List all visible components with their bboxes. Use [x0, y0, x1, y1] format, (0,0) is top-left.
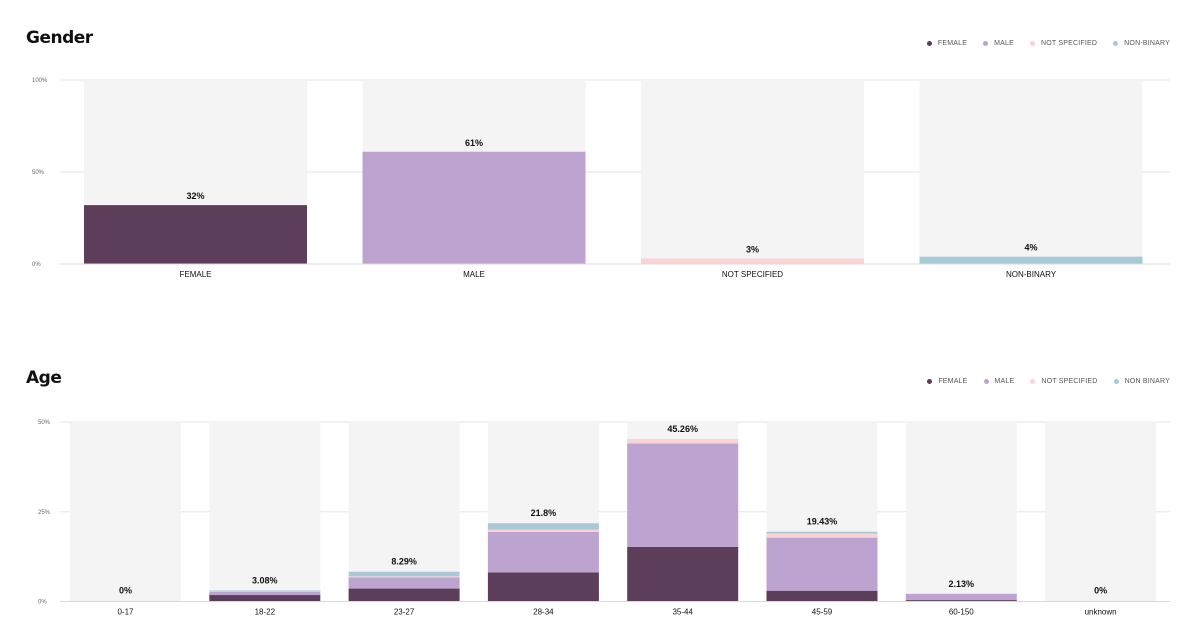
gender-chart: 0% 50% 100% 32% FEMALE 61% MALE 3% NOT SPECIFIED…	[0, 70, 1200, 290]
bar-non-binary	[920, 257, 1143, 264]
bar-segment-not-specified-23-27	[349, 576, 460, 577]
bar-segment-female-28-34	[488, 572, 599, 601]
y-tick-label: 100%	[32, 78, 48, 84]
legend-label: NOT SPECIFIED	[1041, 40, 1097, 47]
category-label: 35-44	[672, 608, 693, 617]
bar-track	[920, 80, 1143, 264]
category-label: FEMALE	[179, 270, 211, 279]
bar-segment-not-specified-28-34	[488, 530, 599, 532]
bar-track	[641, 80, 864, 264]
bar-segment-female-35-44	[627, 547, 738, 602]
legend-item-male: MALE	[983, 40, 1014, 47]
bar-segment-male-23-27	[349, 577, 460, 588]
legend-swatch	[1113, 41, 1118, 46]
legend-label: MALE	[994, 40, 1014, 47]
bar-segment-female-18-22	[209, 595, 320, 601]
legend-label: FEMALE	[938, 40, 967, 47]
bar-segment-non-binary-23-27	[349, 572, 460, 577]
category-label: MALE	[463, 270, 485, 279]
y-tick-label: 50%	[38, 420, 51, 426]
gender-title: Gender	[26, 28, 93, 48]
category-label: 0-17	[117, 608, 134, 617]
bar-segment-female-23-27	[349, 589, 460, 602]
total-label: 3.08%	[252, 575, 278, 585]
legend-label: NON BINARY	[1125, 378, 1170, 385]
bar-segment-not-specified-45-59	[767, 534, 878, 538]
y-tick-label: 0%	[38, 600, 47, 606]
legend-label: NOT SPECIFIED	[1041, 378, 1097, 385]
legend-label: MALE	[995, 378, 1015, 385]
total-label: 8.29%	[391, 557, 417, 567]
category-label: unknown	[1085, 608, 1117, 617]
category-label: 18-22	[255, 608, 276, 617]
legend-swatch	[984, 379, 989, 384]
total-label: 19.43%	[807, 517, 838, 527]
category-label: 28-34	[533, 608, 554, 617]
y-tick-label: 50%	[32, 170, 45, 176]
legend-item-female: FEMALE	[927, 378, 967, 385]
legend-swatch	[927, 379, 932, 384]
legend-item-non-binary: NON BINARY	[1114, 378, 1170, 385]
bar-track	[906, 422, 1017, 602]
bar-segment-male-35-44	[627, 444, 738, 547]
bar-male	[363, 152, 586, 264]
y-tick-label: 0%	[32, 262, 41, 268]
age-legend: FEMALE MALE NOT SPECIFIED NON BINARY	[927, 378, 1170, 385]
legend-swatch	[1030, 41, 1035, 46]
bar-track	[70, 422, 181, 602]
legend-label: FEMALE	[938, 378, 967, 385]
bar-segment-non-binary-45-59	[767, 532, 878, 534]
category-label: 45-59	[812, 608, 833, 617]
bar-segment-male-60-150	[906, 594, 1017, 600]
value-label: 61%	[465, 138, 483, 148]
legend-swatch	[927, 41, 932, 46]
legend-swatch	[983, 41, 988, 46]
bar-track	[1045, 422, 1156, 602]
legend-swatch	[1114, 379, 1119, 384]
category-label: 23-27	[394, 608, 415, 617]
bar-segment-non-binary-28-34	[488, 523, 599, 529]
category-label: NON-BINARY	[1006, 270, 1057, 279]
category-label: NOT SPECIFIED	[722, 270, 783, 279]
total-label: 45.26%	[667, 424, 698, 434]
bar-female	[84, 205, 307, 264]
bar-segment-male-28-34	[488, 532, 599, 573]
bar-segment-not-specified-35-44	[627, 439, 738, 444]
bar-segment-male-18-22	[209, 592, 320, 595]
category-label: 60-150	[949, 608, 974, 617]
total-label: 0%	[119, 586, 132, 596]
legend-item-male: MALE	[984, 378, 1015, 385]
total-label: 0%	[1094, 586, 1107, 596]
value-label: 32%	[186, 191, 204, 201]
legend-item-not-specified: NOT SPECIFIED	[1030, 378, 1097, 385]
legend-item-non-binary: NON-BINARY	[1113, 40, 1170, 47]
total-label: 21.8%	[531, 508, 557, 518]
age-title: Age	[26, 368, 61, 388]
value-label: 4%	[1024, 243, 1037, 253]
bar-segment-male-45-59	[767, 538, 878, 591]
age-chart: 0% 25% 50% 0% 0-17 3.08% 18-22 8.29% 23-27 21.8% 2…	[0, 408, 1200, 638]
bar-segment-non-binary-18-22	[209, 590, 320, 591]
legend-label: NON-BINARY	[1124, 40, 1170, 47]
legend-item-female: FEMALE	[927, 40, 967, 47]
total-label: 2.13%	[949, 579, 975, 589]
gender-legend: FEMALE MALE NOT SPECIFIED NON-BINARY	[927, 40, 1170, 47]
legend-swatch	[1030, 379, 1035, 384]
bar-segment-female-45-59	[767, 591, 878, 602]
value-label: 3%	[746, 244, 759, 254]
bar-not-specified	[641, 258, 864, 264]
legend-item-not-specified: NOT SPECIFIED	[1030, 40, 1097, 47]
y-tick-label: 25%	[38, 510, 51, 516]
